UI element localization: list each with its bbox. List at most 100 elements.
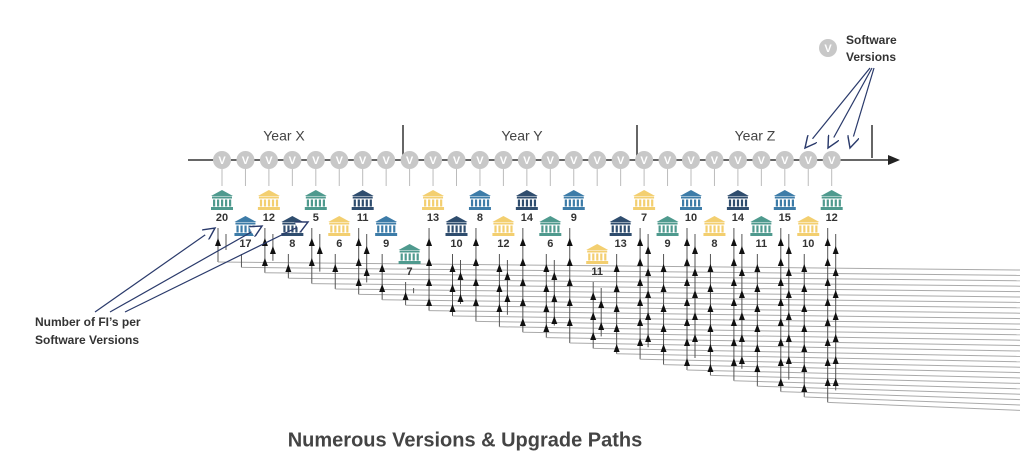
path-arrow xyxy=(261,258,268,266)
path-arrow xyxy=(449,304,456,312)
fi-icon xyxy=(539,216,562,236)
icon-column xyxy=(709,225,712,233)
path-line xyxy=(616,353,1021,363)
fi-icon xyxy=(257,190,280,210)
path-arrow xyxy=(543,284,550,292)
path-arrow xyxy=(379,284,386,292)
path-arrow xyxy=(308,258,315,266)
icon-column xyxy=(713,225,716,233)
icon-column xyxy=(322,199,325,207)
icon-beam xyxy=(727,196,748,199)
path-arrow xyxy=(613,304,620,312)
icon-beam xyxy=(235,222,256,225)
version-node xyxy=(658,151,677,169)
icon-base xyxy=(304,207,327,210)
path-arrow xyxy=(824,258,831,266)
version-symbol: V xyxy=(500,155,508,167)
path-arrow xyxy=(543,324,550,332)
path-arrow xyxy=(496,284,503,292)
icon-column xyxy=(768,225,771,233)
icon-base xyxy=(703,233,726,236)
icon-base xyxy=(680,207,702,210)
icon-column xyxy=(779,199,782,207)
version-node xyxy=(775,151,794,169)
path-arrow xyxy=(566,298,573,306)
path-arrow xyxy=(332,264,339,272)
icon-column xyxy=(756,225,759,233)
version-node xyxy=(564,151,583,169)
fi-icon xyxy=(633,190,656,210)
path-arrow xyxy=(551,316,558,324)
path-arrow xyxy=(660,284,667,292)
version-node xyxy=(517,151,536,169)
path-arrow xyxy=(426,258,433,266)
path-arrow xyxy=(426,298,433,306)
version-symbol: V xyxy=(312,155,320,167)
fi-icon xyxy=(375,216,398,236)
fi-icon xyxy=(562,190,585,210)
version-node xyxy=(353,151,372,169)
path-arrow xyxy=(316,246,323,254)
path-arrow xyxy=(472,278,479,286)
path-arrow xyxy=(543,264,550,272)
path-arrow xyxy=(684,258,690,266)
icon-column xyxy=(533,199,537,207)
path-line xyxy=(827,401,1021,411)
path-arrow xyxy=(754,344,761,352)
icon-base xyxy=(445,233,468,236)
icon-column xyxy=(451,225,454,233)
path-line xyxy=(382,299,1021,309)
path-arrow xyxy=(785,334,792,342)
fi-icon xyxy=(492,216,515,236)
path-arrow xyxy=(801,344,808,352)
path-arrow xyxy=(215,238,221,246)
year-label: Year Y xyxy=(501,128,543,144)
path-arrow xyxy=(707,364,714,372)
icon-column xyxy=(494,225,497,233)
path-line xyxy=(569,342,1021,352)
icon-column xyxy=(549,225,552,233)
icon-roof xyxy=(211,190,233,196)
icon-roof xyxy=(609,216,632,222)
fi-count: 9 xyxy=(664,238,670,250)
path-arrow xyxy=(645,334,652,342)
icon-column xyxy=(698,199,701,207)
path-arrow xyxy=(590,312,597,320)
icon-column xyxy=(393,225,396,233)
icon-column xyxy=(815,225,818,233)
icon-roof xyxy=(726,190,749,196)
path-line xyxy=(710,374,1021,384)
icon-column xyxy=(267,199,271,207)
year-label: Year X xyxy=(263,128,305,144)
icon-column xyxy=(353,199,356,207)
path-arrow xyxy=(801,264,808,272)
path-arrow xyxy=(637,338,644,346)
path-arrow xyxy=(269,246,276,254)
path-line xyxy=(546,337,1021,347)
icon-beam xyxy=(305,196,326,199)
icon-base xyxy=(351,207,374,210)
path-arrow xyxy=(730,238,737,246)
icon-beam xyxy=(704,222,725,225)
icon-beam xyxy=(399,250,420,253)
path-arrow xyxy=(801,324,808,332)
path-arrow xyxy=(738,268,745,276)
icon-column xyxy=(592,253,595,261)
path-arrow xyxy=(777,378,784,386)
fi-icon xyxy=(797,216,820,236)
icon-column xyxy=(604,253,607,261)
path-line xyxy=(405,304,1021,314)
path-arrow xyxy=(730,338,737,346)
icon-column xyxy=(647,199,650,207)
path-arrow xyxy=(519,258,526,266)
path-arrow xyxy=(519,278,526,286)
path-arrow xyxy=(785,268,792,276)
path-arrow xyxy=(785,246,792,254)
icon-roof xyxy=(515,190,538,196)
icon-column xyxy=(666,225,669,233)
fi-count: 10 xyxy=(802,238,814,250)
icon-column xyxy=(404,253,407,261)
timeline-arrow xyxy=(888,155,900,165)
fi-icon xyxy=(820,190,843,210)
icon-base xyxy=(515,207,538,210)
